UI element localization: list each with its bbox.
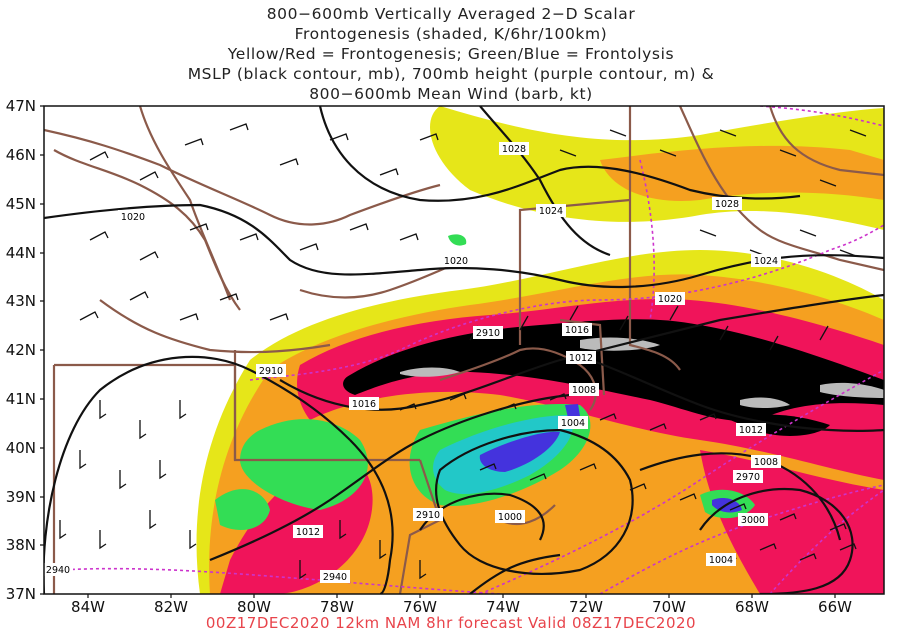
lat-label: 42N: [6, 341, 36, 359]
height-labels: 2910 2910 2910 2970 3000 2940 2940: [43, 326, 768, 583]
wind-barbs: [59, 123, 867, 580]
mslp-label: 1000: [498, 512, 522, 523]
height-label: 2940: [323, 572, 347, 583]
lon-label: 76W: [403, 598, 437, 616]
mslp-label: 1012: [739, 425, 763, 436]
lat-label: 39N: [6, 488, 36, 506]
lon-label: 80W: [237, 598, 271, 616]
mslp-label: 1024: [539, 206, 563, 217]
map-title-line-2: Frontogenesis (shaded, K/6hr/100km): [294, 25, 608, 43]
lon-label: 82W: [154, 598, 188, 616]
mslp-label: 1016: [352, 399, 376, 410]
lon-label: 84W: [71, 598, 105, 616]
mslp-label: 1020: [658, 294, 682, 305]
height-label: 2910: [259, 366, 283, 377]
mslp-label: 1020: [444, 256, 468, 267]
mslp-label: 1016: [565, 325, 589, 336]
forecast-valid-footer: 00Z17DEC2020 12km NAM 8hr forecast Valid…: [205, 614, 697, 632]
height-label: 2910: [476, 328, 500, 339]
mslp-label: 1008: [754, 457, 778, 468]
map-title-line-4: MSLP (black contour, mb), 700mb height (…: [187, 65, 715, 83]
lat-label: 41N: [6, 390, 36, 408]
mslp-label: 1020: [121, 212, 145, 223]
height-label: 2940: [46, 565, 70, 576]
map-title-line-3: Yellow/Red = Frontogenesis; Green/Blue =…: [227, 45, 675, 63]
mslp-label: 1004: [709, 555, 733, 566]
mslp-label: 1024: [754, 256, 778, 267]
mslp-label: 1028: [502, 144, 526, 155]
lon-label: 68W: [735, 598, 769, 616]
lat-label: 46N: [6, 146, 36, 164]
lat-label: 47N: [6, 97, 36, 115]
lat-label: 44N: [6, 244, 36, 262]
mslp-label: 1028: [715, 199, 739, 210]
lon-label: 78W: [320, 598, 354, 616]
lon-label: 74W: [486, 598, 520, 616]
map-title-line-1: 800−600mb Vertically Averaged 2−D Scalar: [266, 5, 636, 23]
geographic-borders: [44, 106, 884, 594]
latitude-labels: 47N 46N 45N 44N 43N 42N 41N 40N 39N 38N …: [6, 97, 36, 603]
lat-label: 38N: [6, 536, 36, 554]
lat-label: 43N: [6, 292, 36, 310]
map-title-line-5: 800−600mb Mean Wind (barb, kt): [309, 85, 593, 103]
lat-label: 40N: [6, 439, 36, 457]
lon-label: 72W: [569, 598, 603, 616]
mslp-contours: [44, 106, 884, 594]
mslp-label: 1012: [569, 353, 593, 364]
height-label: 3000: [741, 515, 765, 526]
mslp-label: 1004: [561, 418, 585, 429]
mslp-label: 1008: [572, 385, 596, 396]
height-label: 2910: [416, 510, 440, 521]
mslp-label: 1012: [296, 527, 320, 538]
axis-ticks: [40, 105, 836, 598]
lon-label: 66W: [818, 598, 852, 616]
height-label: 2970: [736, 472, 760, 483]
longitude-labels: 84W 82W 80W 78W 76W 74W 72W 70W 68W 66W: [71, 598, 852, 616]
lat-label: 45N: [6, 195, 36, 213]
mslp-labels: 1028 1024 1028 1020 1024 1020 1020 1016 …: [118, 142, 781, 566]
lat-label: 37N: [6, 585, 36, 603]
lon-label: 70W: [652, 598, 686, 616]
